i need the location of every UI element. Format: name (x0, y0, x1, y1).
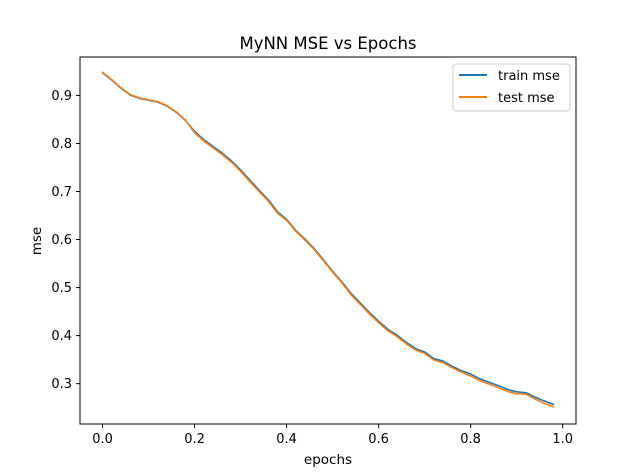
legend-label-test: test mse (498, 91, 555, 106)
x-tick-label: 0.2 (184, 432, 205, 447)
series-lines (101, 71, 555, 408)
x-axis-ticks: 0.0 0.2 0.4 0.6 0.8 1.0 (92, 424, 573, 447)
y-axis-ticks: 0.3 0.4 0.5 0.6 0.7 0.8 0.9 (51, 89, 80, 392)
y-tick-label: 0.5 (51, 281, 72, 296)
legend-label-train: train mse (498, 69, 560, 84)
x-tick-label: 0.8 (460, 432, 481, 447)
chart-title: MyNN MSE vs Epochs (239, 34, 416, 53)
x-tick-label: 0.6 (368, 432, 389, 447)
x-tick-label: 0.0 (92, 432, 113, 447)
x-axis-label: epochs (304, 452, 352, 468)
y-tick-label: 0.3 (51, 377, 72, 392)
y-axis-label: mse (29, 227, 45, 256)
series-line-test-mse (101, 71, 555, 408)
legend: train mse test mse (452, 63, 571, 112)
x-tick-label: 1.0 (552, 432, 573, 447)
y-tick-label: 0.8 (51, 137, 72, 152)
y-tick-label: 0.7 (51, 185, 72, 200)
y-tick-label: 0.9 (51, 89, 72, 104)
x-tick-label: 0.4 (276, 432, 297, 447)
y-tick-label: 0.4 (51, 329, 72, 344)
y-tick-label: 0.6 (51, 233, 72, 248)
plot-area-frame (79, 56, 577, 425)
